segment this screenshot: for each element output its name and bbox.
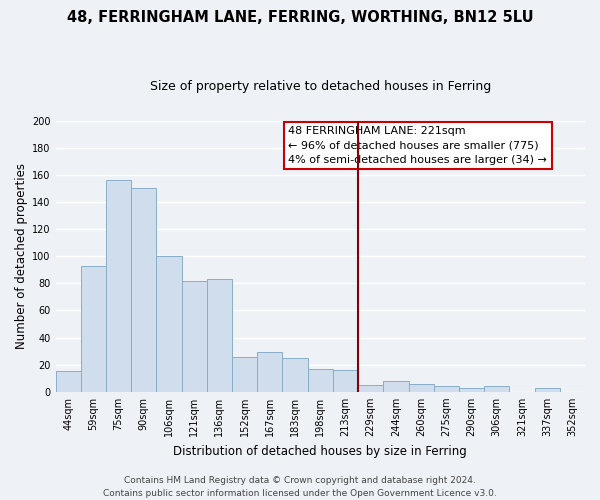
Bar [535,388,560,392]
Bar [283,358,308,392]
Text: 48, FERRINGHAM LANE, FERRING, WORTHING, BN12 5LU: 48, FERRINGHAM LANE, FERRING, WORTHING, … [67,10,533,25]
Bar [207,279,232,392]
Bar [333,370,358,392]
Bar [308,368,333,392]
Bar [484,386,509,392]
Bar [459,388,484,392]
Text: 48 FERRINGHAM LANE: 221sqm
← 96% of detached houses are smaller (775)
4% of semi: 48 FERRINGHAM LANE: 221sqm ← 96% of deta… [289,126,547,165]
Y-axis label: Number of detached properties: Number of detached properties [15,163,28,349]
Bar [131,188,157,392]
Bar [257,352,283,392]
Bar [157,256,182,392]
Bar [106,180,131,392]
Bar [81,266,106,392]
Bar [358,385,383,392]
Bar [56,372,81,392]
Text: Contains HM Land Registry data © Crown copyright and database right 2024.
Contai: Contains HM Land Registry data © Crown c… [103,476,497,498]
Title: Size of property relative to detached houses in Ferring: Size of property relative to detached ho… [149,80,491,93]
Bar [232,356,257,392]
X-axis label: Distribution of detached houses by size in Ferring: Distribution of detached houses by size … [173,444,467,458]
Bar [383,381,409,392]
Bar [182,280,207,392]
Bar [409,384,434,392]
Bar [434,386,459,392]
